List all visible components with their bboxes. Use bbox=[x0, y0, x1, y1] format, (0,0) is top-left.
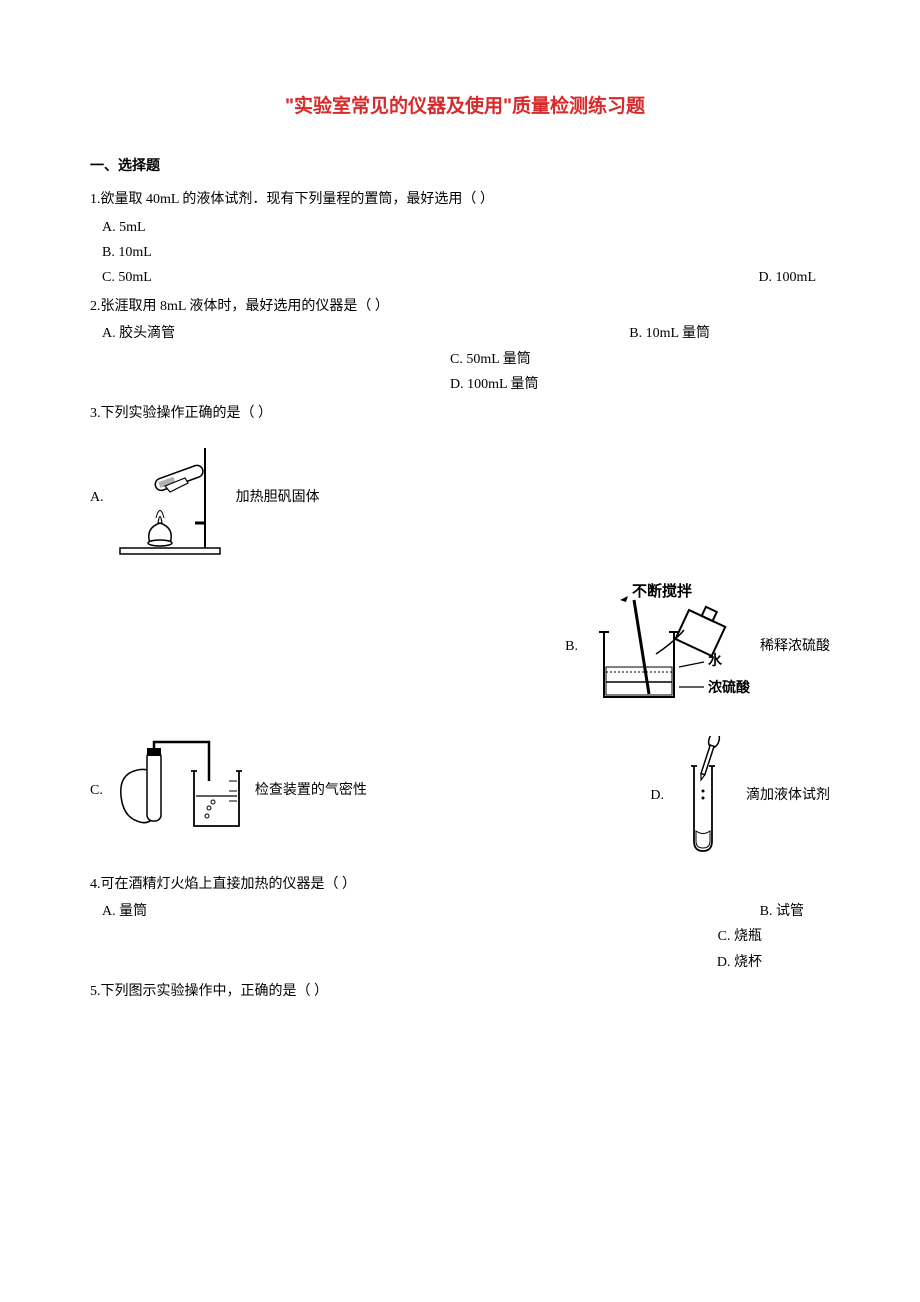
q4-option-d: D. 烧杯 bbox=[717, 950, 830, 975]
q4-option-b: B. 试管 bbox=[760, 899, 840, 924]
q3-stem: 3.下列实验操作正确的是（ ） bbox=[90, 401, 840, 426]
q2-option-a: A. 胶头滴管 bbox=[90, 321, 175, 346]
question-2: 2.张涯取用 8mL 液体时，最好选用的仪器是（ ） A. 胶头滴管 B. 10… bbox=[90, 294, 840, 397]
q5-stem: 5.下列图示实验操作中，正确的是（ ） bbox=[90, 979, 840, 1004]
q3-option-a-caption: 加热胆矾固体 bbox=[236, 485, 320, 510]
stir-label: 不断搅拌 bbox=[632, 582, 692, 600]
airtight-check-diagram-icon bbox=[109, 736, 249, 846]
q2-option-d: D. 100mL 量筒 bbox=[90, 372, 840, 397]
question-3: 3.下列实验操作正确的是（ ） A. bbox=[90, 401, 840, 868]
dropper-diagram-icon bbox=[670, 736, 740, 856]
q3-option-a-label: A. bbox=[90, 485, 104, 510]
water-label: 水 bbox=[708, 652, 723, 668]
q2-option-b: B. 10mL 量筒 bbox=[629, 321, 840, 346]
q2-stem: 2.张涯取用 8mL 液体时，最好选用的仪器是（ ） bbox=[90, 294, 840, 319]
q3-option-d-label: D. bbox=[650, 783, 664, 808]
q1-option-a: A. 5mL bbox=[90, 215, 840, 240]
q3-option-c-caption: 检查装置的气密性 bbox=[255, 778, 367, 803]
q3-option-b-row: B. 不断搅拌 bbox=[565, 582, 840, 712]
question-5: 5.下列图示实验操作中，正确的是（ ） bbox=[90, 979, 840, 1004]
q1-option-d: D. 100mL bbox=[758, 265, 840, 290]
q3-option-b-label: B. bbox=[565, 634, 578, 659]
q3-option-c-label: C. bbox=[90, 778, 103, 803]
q3-option-d-row: D. 滴加液体试剂 bbox=[650, 736, 840, 856]
q3-option-d-caption: 滴加液体试剂 bbox=[746, 783, 830, 808]
q1-option-c: C. 50mL bbox=[90, 265, 152, 290]
q4-option-c: C. 烧瓶 bbox=[718, 924, 830, 949]
q1-option-b: B. 10mL bbox=[90, 240, 840, 265]
q3-option-b-caption: 稀释浓硫酸 bbox=[760, 634, 830, 659]
question-4: 4.可在酒精灯火焰上直接加热的仪器是（ ） A. 量筒 B. 试管 C. 烧瓶 … bbox=[90, 872, 840, 975]
q4-stem: 4.可在酒精灯火焰上直接加热的仪器是（ ） bbox=[90, 872, 840, 897]
acid-label: 浓硫酸 bbox=[708, 679, 751, 695]
page-title: "实验室常见的仪器及使用"质量检测练习题 bbox=[90, 90, 840, 124]
heating-solid-diagram-icon bbox=[110, 438, 230, 558]
q1-stem: 1.欲量取 40mL 的液体试剂．现有下列量程的置筒，最好选用（ ） bbox=[90, 187, 840, 212]
q3-option-a-row: A. 加热胆矾固体 bbox=[90, 438, 840, 558]
q2-option-c: C. 50mL 量筒 bbox=[90, 347, 840, 372]
q4-option-a: A. 量筒 bbox=[90, 899, 147, 924]
question-1: 1.欲量取 40mL 的液体试剂．现有下列量程的置筒，最好选用（ ） A. 5m… bbox=[90, 187, 840, 290]
q3-option-c-row: C. bbox=[90, 736, 367, 846]
section-heading-1: 一、选择题 bbox=[90, 154, 840, 179]
dilute-acid-diagram-icon: 不断搅拌 bbox=[584, 582, 754, 712]
